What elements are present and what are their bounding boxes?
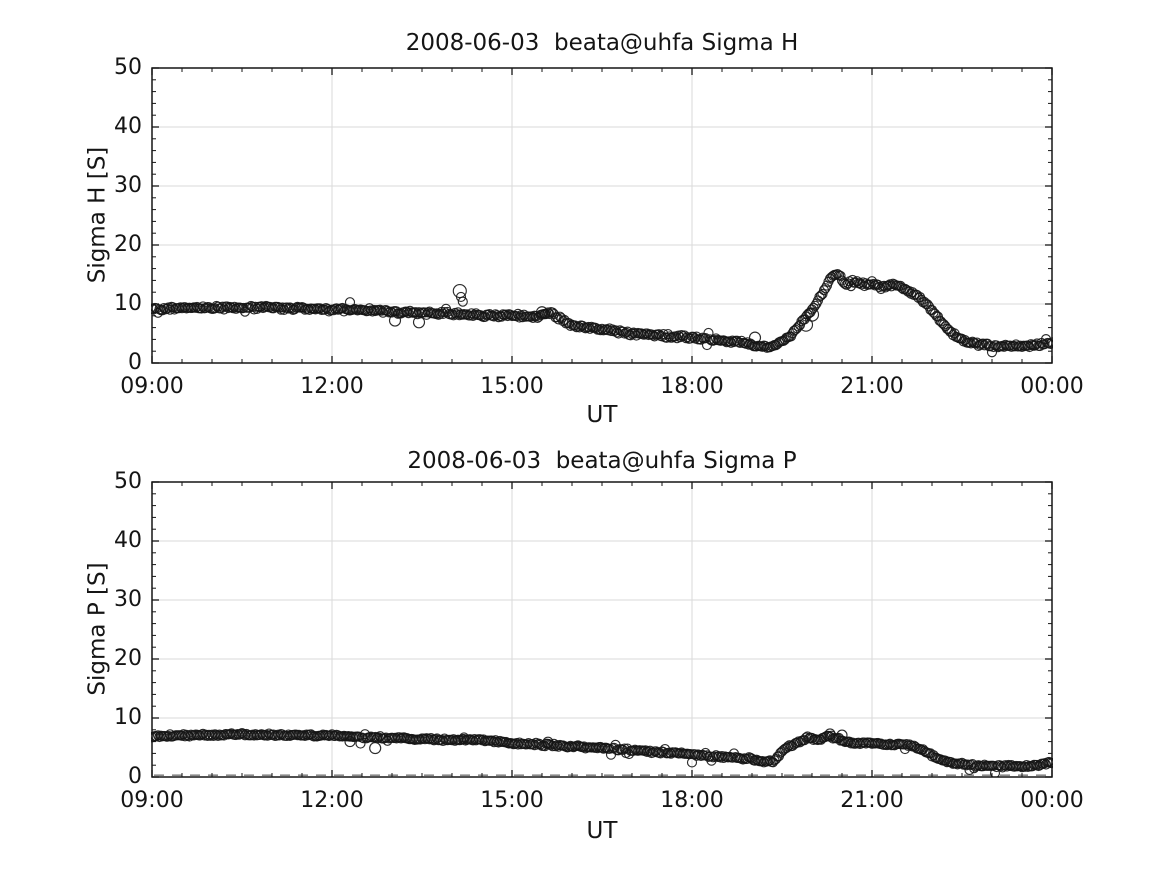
data-point-outlier [542, 736, 554, 748]
sigma-p-plot-area [151, 481, 1053, 778]
data-point [907, 741, 918, 752]
x-tick-label: 00:00 [1020, 374, 1084, 399]
sigma-h-plot-area [151, 67, 1053, 364]
chart-title-sigma-h: 2008-06-03 beata@uhfa Sigma H [405, 30, 799, 56]
axis-ticks [151, 67, 1053, 364]
data-point [820, 283, 831, 294]
x-tick-label: 09:00 [120, 374, 184, 399]
y-tick-label: 30 [114, 587, 142, 612]
y-tick-label: 40 [114, 114, 142, 139]
x-tick-label: 18:00 [660, 788, 724, 813]
data-point-outlier [457, 296, 468, 307]
y-tick-label: 10 [114, 705, 142, 730]
scatter-points [151, 727, 1053, 777]
data-point [815, 290, 827, 301]
x-tick-label: 00:00 [1020, 788, 1084, 813]
data-point [746, 753, 758, 764]
data-point [557, 316, 569, 327]
data-point [809, 300, 821, 311]
data-point-outlier [412, 316, 426, 329]
data-point [1046, 337, 1053, 348]
data-point [374, 304, 386, 315]
data-point-outlier [824, 728, 836, 740]
y-tick-label: 10 [114, 291, 142, 316]
y-axis-label-sigma-p: Sigma P [S] [84, 562, 111, 696]
data-point [1031, 338, 1043, 349]
data-point [424, 306, 435, 317]
data-point [904, 739, 915, 750]
x-tick-label: 12:00 [300, 374, 364, 399]
y-tick-label: 20 [114, 232, 142, 257]
data-point-outlier [344, 736, 356, 748]
y-tick-label: 40 [114, 528, 142, 553]
y-tick-label: 0 [128, 764, 142, 789]
data-point-outlier [836, 729, 848, 741]
subplot-sigma-h: 2008-06-03 beata@uhfa Sigma H Sigma H [S… [0, 0, 1167, 437]
data-point [791, 323, 803, 334]
x-tick-label: 09:00 [120, 788, 184, 813]
data-point [868, 278, 879, 290]
chart-title-sigma-p: 2008-06-03 beata@uhfa Sigma P [407, 448, 797, 474]
y-tick-label: 20 [114, 646, 142, 671]
data-point-outlier [452, 283, 467, 299]
x-tick-label: 15:00 [480, 788, 544, 813]
x-tick-label: 15:00 [480, 374, 544, 399]
data-point [368, 304, 380, 316]
x-tick-label: 18:00 [660, 374, 724, 399]
data-point [1046, 758, 1053, 769]
y-tick-label: 30 [114, 173, 142, 198]
x-axis-label-ut: UT [586, 402, 618, 428]
data-point-outlier [539, 308, 551, 320]
x-axis-label-ut: UT [586, 818, 618, 844]
data-point [355, 738, 366, 749]
y-tick-label: 50 [114, 469, 142, 494]
x-tick-label: 12:00 [300, 788, 364, 813]
data-point [731, 335, 743, 346]
data-point [583, 321, 594, 333]
data-point [1045, 338, 1053, 350]
data-point-outlier [369, 742, 382, 755]
data-point-outlier [458, 732, 470, 743]
scatter-points [151, 268, 1053, 358]
subplot-sigma-p: 2008-06-03 beata@uhfa Sigma P Sigma P [S… [0, 437, 1167, 875]
data-point-outlier [748, 331, 762, 344]
x-tick-label: 21:00 [840, 788, 904, 813]
data-point [902, 740, 914, 751]
data-point [433, 309, 444, 320]
data-point-outlier [804, 307, 820, 322]
grid-lines [152, 482, 1052, 777]
data-point [1033, 760, 1044, 772]
y-axis-label-sigma-h: Sigma H [S] [84, 146, 111, 284]
data-point [901, 739, 912, 750]
data-point-outlier [344, 297, 356, 308]
data-point [610, 325, 621, 336]
data-point-outlier [388, 314, 402, 327]
data-point [887, 278, 899, 289]
axes-box [151, 67, 1053, 364]
data-point [830, 269, 842, 280]
data-point [929, 308, 941, 319]
data-point [964, 764, 975, 776]
data-point [977, 338, 989, 349]
data-point-outlier [455, 291, 467, 302]
data-point [910, 741, 921, 752]
data-point [518, 309, 530, 320]
x-tick-label: 21:00 [840, 374, 904, 399]
data-point [1040, 759, 1052, 770]
axes-box [151, 481, 1053, 778]
data-point [835, 270, 846, 281]
y-tick-label: 0 [128, 350, 142, 375]
grid-lines [152, 68, 1052, 363]
y-tick-label: 50 [114, 55, 142, 80]
